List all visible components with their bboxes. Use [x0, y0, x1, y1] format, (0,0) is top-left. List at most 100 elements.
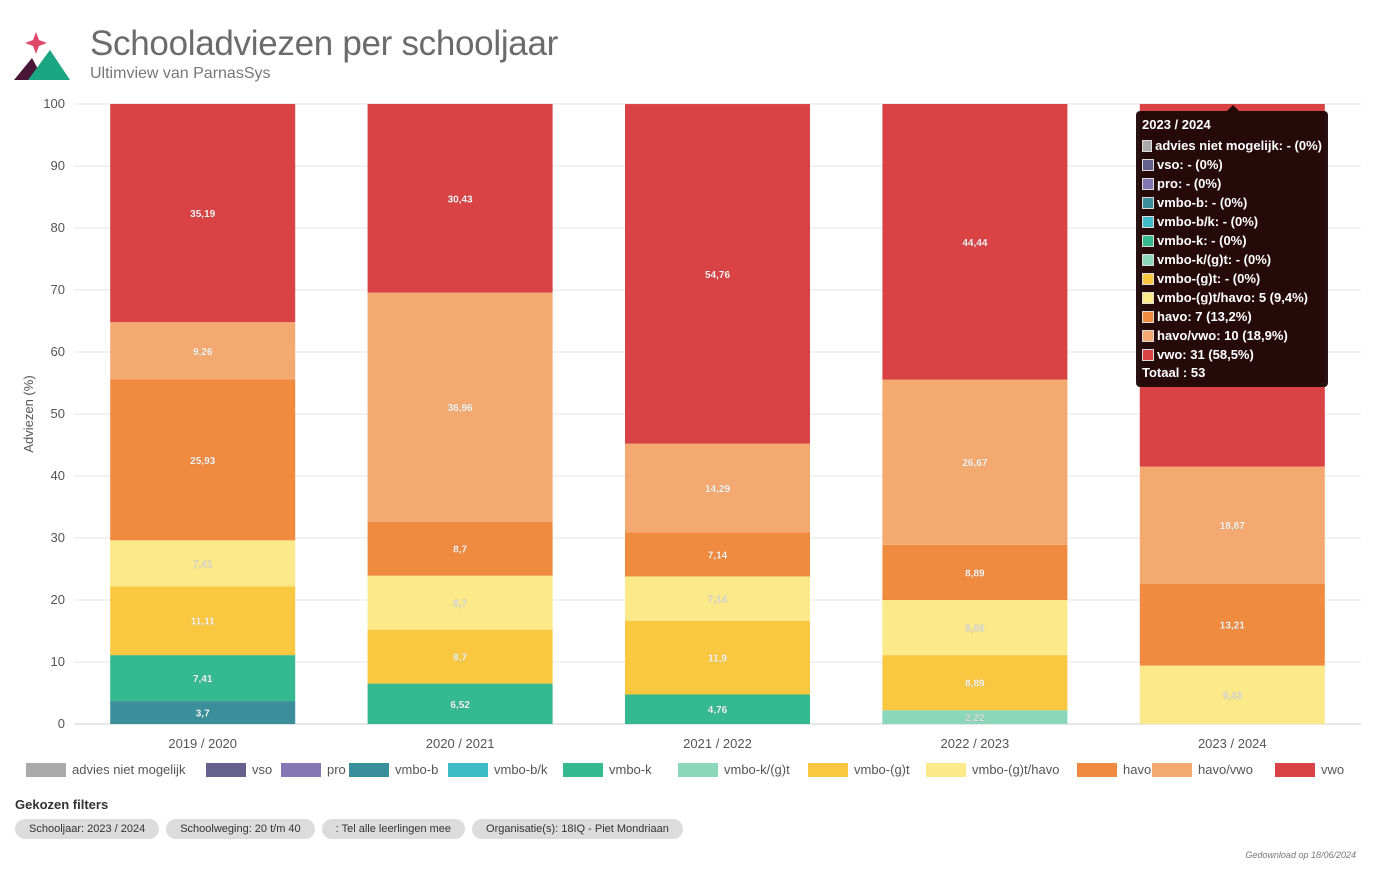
filter-chip[interactable]: Schoolweging: 20 t/m 40 — [166, 819, 315, 839]
legend-label: advies niet mogelijk — [72, 762, 186, 777]
data-label: 44,44 — [962, 238, 987, 249]
tooltip-swatch — [1142, 329, 1154, 342]
tooltip-row: havo: 7 (13,2%) — [1142, 307, 1322, 326]
tooltip-row: vmbo-b/k: - (0%) — [1142, 212, 1322, 231]
filter-chip[interactable]: Organisatie(s): 18IQ - Piet Mondriaan — [472, 819, 683, 839]
filter-chips: Schooljaar: 2023 / 2024 Schoolweging: 20 … — [15, 819, 683, 839]
legend-label: vmbo-(g)t — [854, 762, 910, 777]
tooltip-swatch — [1142, 139, 1153, 152]
data-label: 35,19 — [190, 209, 215, 220]
legend-label: vwo — [1321, 762, 1345, 777]
bar-segment — [882, 104, 1068, 380]
bar-segment — [1139, 466, 1325, 584]
legend-swatch — [808, 762, 848, 777]
bar-segment — [110, 322, 296, 380]
legend-swatch — [563, 762, 603, 777]
x-tick-label: 2019 / 2020 — [168, 736, 237, 751]
y-tick-label: 70 — [51, 282, 65, 297]
filter-chip[interactable]: Schooljaar: 2023 / 2024 — [15, 819, 160, 839]
tooltip-rows: advies niet mogelijk: - (0%) vso: - (0%) p… — [1142, 136, 1322, 364]
legend-item[interactable]: vmbo-(g)t/havo — [926, 762, 1059, 777]
tooltip-title: 2023 / 2024 — [1142, 117, 1211, 132]
bar-segment — [110, 655, 296, 702]
data-label: 7,14 — [708, 595, 728, 606]
bar-segment — [110, 103, 296, 323]
x-tick-label: 2021 / 2022 — [683, 736, 752, 751]
legend-label: vmbo-b/k — [494, 762, 548, 777]
tooltip-swatch — [1142, 196, 1154, 209]
bar-segment — [110, 701, 296, 724]
bar-segment — [1139, 583, 1325, 666]
legend-item[interactable]: vmbo-k/(g)t — [678, 762, 790, 777]
legend-swatch — [926, 762, 966, 777]
bar-segment — [367, 103, 553, 293]
legend-swatch — [448, 762, 488, 777]
y-tick-label: 20 — [51, 592, 65, 607]
data-label: 8,89 — [965, 679, 985, 690]
legend-swatch — [1077, 762, 1117, 777]
data-label: 8,7 — [453, 599, 467, 610]
legend-item[interactable]: pro — [281, 762, 346, 777]
legend-item[interactable]: vmbo-b — [349, 762, 438, 777]
tooltip-row-text: advies niet mogelijk: - (0%) — [1155, 138, 1322, 153]
bar-segment — [882, 710, 1068, 724]
bar-segment — [625, 694, 810, 724]
bar-segment — [625, 620, 810, 695]
x-tick-label: 2022 / 2023 — [941, 736, 1010, 751]
data-label: 11,11 — [191, 617, 215, 628]
x-tick-label: 2020 / 2021 — [426, 736, 495, 751]
filter-chip[interactable]: : Tel alle leerlingen mee — [321, 819, 466, 839]
bar-segment — [625, 104, 810, 444]
data-label: 2,22 — [965, 713, 985, 724]
page-subtitle: Ultimview van ParnasSys — [90, 65, 271, 82]
legend-item[interactable]: vwo — [1275, 762, 1344, 777]
data-label: 8,89 — [965, 624, 985, 635]
bar-segment — [625, 443, 810, 533]
tooltip-row-text: vmbo-b: - (0%) — [1157, 195, 1248, 210]
bar-segment — [882, 600, 1068, 656]
bar-segment — [367, 292, 553, 522]
legend-item[interactable]: havo/vwo — [1152, 762, 1253, 777]
y-tick-label: 60 — [51, 344, 65, 359]
bar-segment — [367, 521, 553, 576]
bar-segment — [110, 586, 296, 656]
chart-legend: advies niet mogelijk vso pro vmbo-b vmbo-b/k… — [26, 762, 1366, 782]
data-label: 11,9 — [708, 654, 727, 665]
tooltip-row-text: pro: - (0%) — [1157, 176, 1222, 191]
legend-item[interactable]: vmbo-b/k — [448, 762, 547, 777]
legend-item[interactable]: vmbo-(g)t — [808, 762, 910, 777]
tooltip-row: pro: - (0%) — [1142, 174, 1322, 193]
tooltip-swatch — [1142, 234, 1154, 247]
data-label: 30,43 — [448, 194, 473, 205]
tooltip-row-text: havo: 7 (13,2%) — [1157, 309, 1252, 324]
legend-label: vmbo-k — [609, 762, 652, 777]
tooltip-row: vmbo-(g)t: - (0%) — [1142, 269, 1322, 288]
data-label: 26,67 — [962, 458, 987, 469]
legend-label: vmbo-(g)t/havo — [972, 762, 1060, 777]
parnassys-logo — [14, 32, 70, 80]
tooltip-row: vmbo-k: - (0%) — [1142, 231, 1322, 250]
y-tick-label: 40 — [51, 468, 65, 483]
y-tick-label: 10 — [51, 654, 65, 669]
bar-segment — [882, 379, 1068, 545]
tooltip-row: vwo: 31 (58,5%) — [1142, 345, 1322, 364]
tooltip-row-text: vso: - (0%) — [1157, 157, 1223, 172]
legend-item[interactable]: vso — [206, 762, 272, 777]
legend-item[interactable]: havo — [1077, 762, 1151, 777]
tooltip-arrow — [1227, 105, 1239, 111]
data-label: 7,41 — [193, 674, 213, 685]
data-label: 6,52 — [450, 700, 470, 711]
data-label: 4,76 — [708, 705, 728, 716]
legend-item[interactable]: advies niet mogelijk — [26, 762, 185, 777]
y-tick-label: 80 — [51, 220, 65, 235]
legend-item[interactable]: vmbo-k — [563, 762, 652, 777]
tooltip-total: Totaal : 53 — [1142, 365, 1206, 380]
tooltip-row: vmbo-k/(g)t: - (0%) — [1142, 250, 1322, 269]
tooltip-swatch — [1142, 310, 1154, 323]
bar-segment — [367, 575, 553, 630]
legend-swatch — [281, 762, 321, 777]
tooltip-row-text: havo/vwo: 10 (18,9%) — [1157, 328, 1288, 343]
data-label: 14,29 — [705, 484, 730, 495]
data-label: 7,14 — [708, 550, 728, 561]
page-title: Schooladviezen per schooljaar — [90, 24, 558, 63]
